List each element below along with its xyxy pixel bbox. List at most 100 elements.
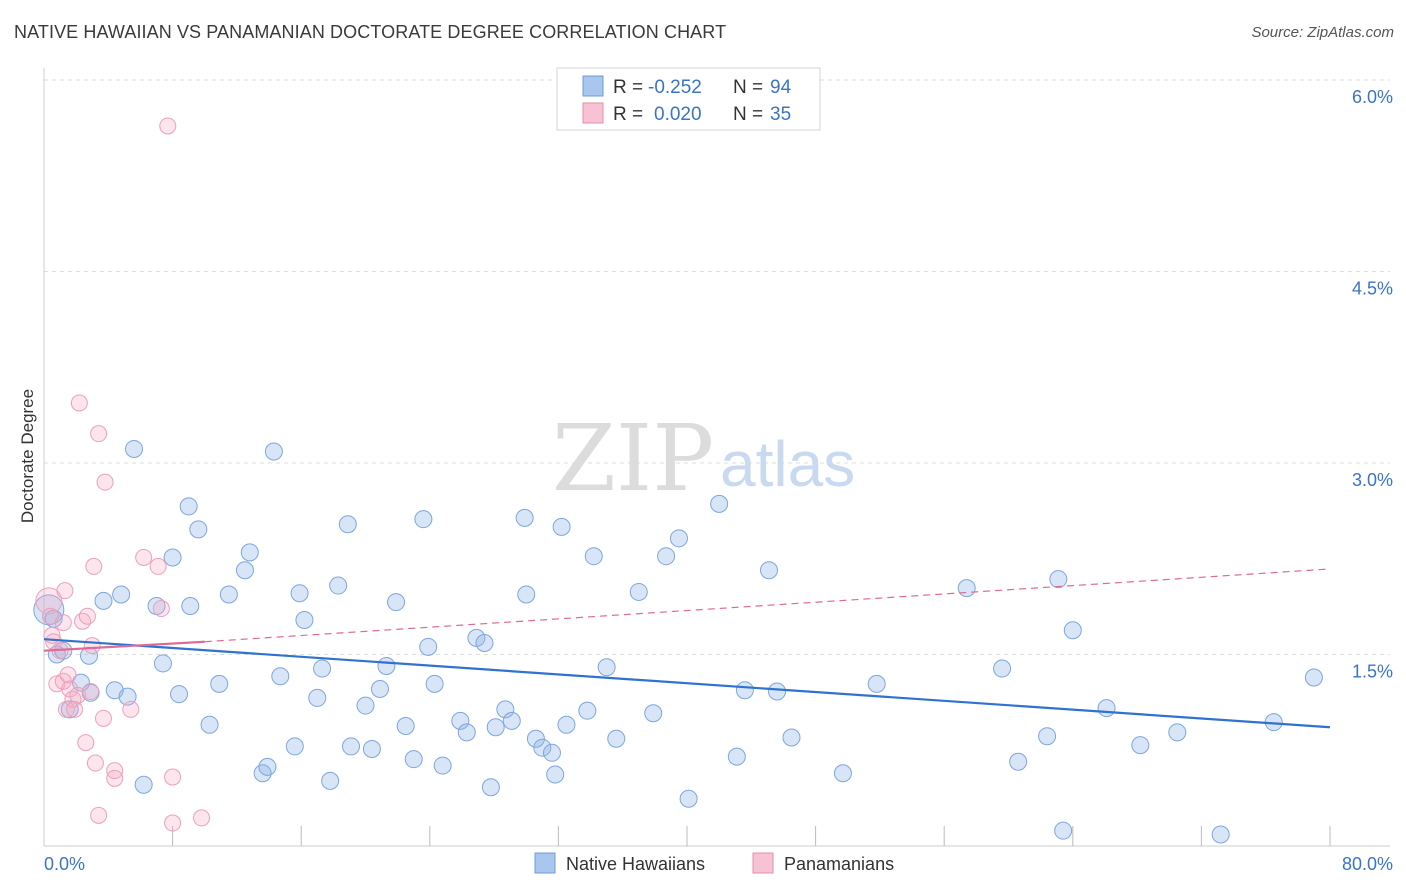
legend-r-label: R = — [613, 77, 643, 98]
legend-n-value: 94 — [770, 77, 792, 98]
native-hawaiian-point — [546, 765, 565, 784]
x-tick-label: 80.0% — [1342, 854, 1393, 874]
panamanian-point — [70, 394, 88, 412]
panamanian-point — [54, 614, 72, 632]
legend-n-label: N = — [733, 77, 763, 98]
native-hawaiian-point — [94, 591, 113, 610]
bottom-legend-swatch-panamanians — [752, 852, 774, 874]
panamanian-point — [78, 607, 96, 625]
native-hawaiian-point — [308, 688, 327, 707]
native-hawaiian-point — [370, 679, 389, 698]
x-tick-label: 0.0% — [44, 854, 85, 874]
native-hawaiian-point — [387, 593, 406, 612]
native-hawaiian-point — [1054, 821, 1073, 840]
native-hawaiian-point — [264, 442, 283, 461]
native-hawaiian-point — [356, 696, 375, 715]
native-hawaiian-point — [727, 747, 746, 766]
panamanian-point — [69, 686, 87, 704]
panamanian-point — [82, 683, 100, 701]
native-hawaiian-point — [362, 739, 381, 758]
panamanian-point — [106, 769, 124, 787]
legend-r-value: 0.020 — [654, 104, 702, 125]
native-hawaiian-point — [1009, 752, 1028, 771]
panamanian-point — [90, 425, 108, 443]
native-hawaiian-point — [404, 750, 423, 769]
trend-lines — [43, 568, 1331, 729]
native-hawaiian-point — [425, 674, 444, 693]
native-hawaiian-point — [1038, 727, 1057, 746]
native-hawaiian-point — [457, 723, 476, 742]
native-hawaiian-point — [679, 789, 698, 808]
panamanian-point — [74, 612, 92, 630]
y-tick-label: 1.5% — [1352, 662, 1393, 682]
native-hawaiian-point — [219, 585, 238, 604]
panamanian-point — [56, 582, 74, 600]
native-hawaiian-point — [134, 775, 153, 794]
native-hawaiian-point — [578, 701, 597, 720]
watermark: ZIP atlas — [552, 405, 855, 512]
panamanians-trend-line — [43, 640, 205, 652]
native-hawaiian-point — [607, 729, 626, 748]
native-hawaiian-point — [584, 547, 603, 566]
native-hawaiian-point — [60, 700, 79, 719]
native-hawaiian-point — [33, 594, 65, 626]
native-hawaiian-point — [321, 771, 340, 790]
native-hawaiians-trend-line — [43, 638, 1331, 729]
native-hawaiian-point — [419, 637, 438, 656]
native-hawaiian-point — [993, 659, 1012, 678]
legend-r-label: R = — [613, 104, 643, 125]
native-hawaiian-point — [557, 715, 576, 734]
native-hawaiian-point — [496, 700, 515, 719]
native-hawaiian-point — [782, 728, 801, 747]
panamanian-point — [83, 637, 101, 655]
native-hawaiian-point — [285, 737, 304, 756]
native-hawaiian-point — [515, 508, 534, 527]
panamanian-point — [85, 557, 103, 575]
legend: R = -0.252 N = 94 R = 0.020 N = 35 — [556, 67, 821, 131]
bottom-legend-swatch-native-hawaiians — [534, 852, 556, 874]
native-hawaiian-point — [669, 529, 688, 548]
native-hawaiian-point — [189, 520, 208, 539]
panamanian-point — [122, 700, 140, 718]
legend-n-label: N = — [733, 104, 763, 125]
axes — [43, 68, 1390, 847]
native-hawaiian-point — [313, 659, 332, 678]
watermark-atlas: atlas — [720, 428, 855, 500]
panamanian-point — [152, 600, 170, 618]
legend-swatch-native-hawaiians — [582, 75, 604, 97]
native-hawaiian-point — [271, 667, 290, 686]
native-hawaiian-point — [526, 729, 545, 748]
native-hawaiian-point — [486, 718, 505, 737]
native-hawaiian-point — [481, 778, 500, 797]
panamanian-point — [96, 473, 114, 491]
panamanian-point — [193, 809, 211, 827]
native-hawaiian-point — [735, 681, 754, 700]
native-hawaiian-point — [153, 654, 172, 673]
y-tick-label: 3.0% — [1352, 470, 1393, 490]
native-hawaiian-point — [258, 757, 277, 776]
native-hawaiian-point — [112, 585, 131, 604]
native-hawaiian-point — [235, 561, 254, 580]
y-axis-title: Doctorate Degree — [18, 389, 37, 523]
panamanian-point — [86, 754, 104, 772]
native-hawaiian-point — [1131, 736, 1150, 755]
data-points — [33, 117, 1323, 844]
native-hawaiian-point — [533, 738, 552, 757]
native-hawaiian-point — [833, 764, 852, 783]
bottom-legend-native-hawaiians: Native Hawaiians — [566, 854, 705, 874]
native-hawaiian-point — [210, 674, 229, 693]
native-hawaiian-point — [710, 494, 729, 513]
watermark-zip: ZIP — [552, 405, 714, 512]
native-hawaiian-point — [451, 711, 470, 730]
native-hawaiian-point — [377, 656, 396, 675]
native-hawaiian-point — [502, 711, 521, 730]
native-hawaiian-point — [1063, 621, 1082, 640]
native-hawaiian-point — [200, 715, 219, 734]
native-hawaiian-point — [253, 764, 272, 783]
native-hawaiian-point — [240, 543, 259, 562]
native-hawaiian-point — [759, 561, 778, 580]
x-tick-labels: 0.0% 80.0% — [44, 854, 1393, 874]
native-hawaiian-point — [1304, 668, 1323, 687]
native-hawaiian-point — [768, 682, 787, 701]
native-hawaiian-point — [433, 756, 452, 775]
